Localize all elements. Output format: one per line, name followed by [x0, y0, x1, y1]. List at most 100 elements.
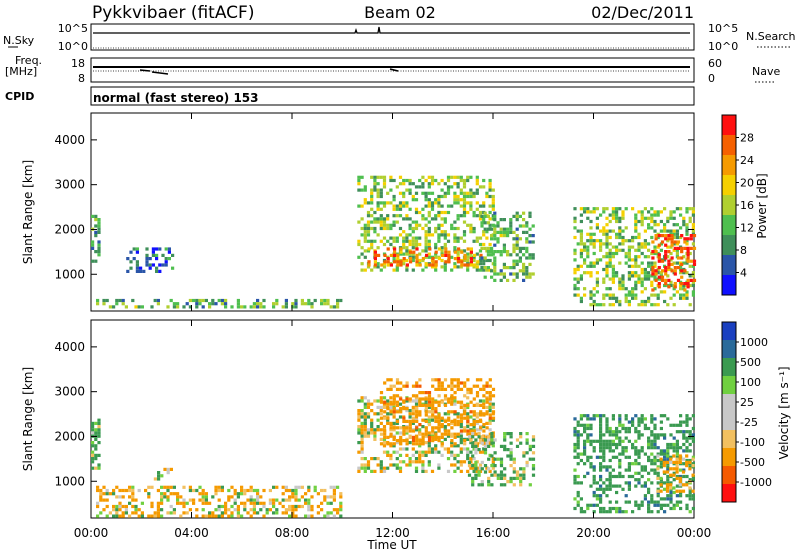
power-echo-cell [256, 298, 260, 303]
power-echo-cell [599, 213, 603, 217]
velocity-echo-cell [573, 506, 577, 511]
velocity-echo-cell [453, 410, 457, 414]
velocity-echo-cell [672, 460, 676, 464]
velocity-echo-cell [389, 400, 393, 404]
velocity-echo-cell [421, 435, 425, 439]
velocity-echo-cell [592, 449, 596, 453]
velocity-echo-cell [573, 446, 577, 450]
velocity-echo-cell [431, 435, 435, 439]
power-echo-cell [493, 243, 497, 247]
velocity-echo-cell [115, 504, 119, 509]
velocity-echo-cell [475, 378, 480, 382]
power-echo-cell [579, 229, 583, 233]
velocity-echo-cell [304, 498, 308, 502]
velocity-echo-cell [650, 439, 654, 443]
power-echo-cell [486, 253, 490, 257]
power-echo-cell [402, 252, 406, 256]
velocity-echo-cell [307, 485, 311, 489]
velocity-echo-cell [395, 400, 400, 404]
power-echo-cell [483, 246, 487, 250]
power-echo-cell [444, 250, 448, 254]
velocity-echo-cell [675, 446, 679, 450]
velocity-echo-cell [389, 432, 393, 436]
power-echo-cell [389, 175, 393, 179]
power-echo-cell [418, 223, 422, 227]
velocity-echo-cell [275, 508, 279, 512]
velocity-echo-cell [663, 436, 667, 440]
power-echo-cell [589, 261, 593, 265]
power-colorbar-tick-label: 16 [740, 199, 754, 212]
velocity-echo-cell [408, 415, 412, 419]
power-echo-cell [679, 207, 683, 211]
velocity-echo-cell [624, 481, 628, 485]
velocity-echo-cell [201, 492, 205, 496]
power-echo-cell [357, 220, 361, 224]
velocity-echo-cell [430, 431, 435, 435]
velocity-echo-cell [94, 431, 98, 435]
power-echo-cell [611, 277, 615, 281]
power-colorbar-label: Power [dB] [755, 173, 769, 238]
power-echo-cell [493, 218, 497, 222]
velocity-echo-cell [608, 465, 612, 469]
power-echo-cell [634, 255, 638, 259]
velocity-echo-cell [666, 481, 670, 485]
power-echo-cell [592, 293, 596, 297]
power-echo-cell [621, 242, 625, 246]
velocity-echo-cell [576, 446, 580, 450]
velocity-echo-cell [453, 442, 457, 446]
power-echo-cell [515, 240, 519, 244]
power-echo-cell [657, 266, 661, 270]
velocity-echo-cell [256, 501, 260, 505]
power-echo-cell [491, 252, 495, 256]
velocity-echo-cell [488, 394, 492, 398]
velocity-echo-cell [421, 469, 425, 473]
velocity-echo-cell [627, 474, 631, 479]
velocity-echo-cell [459, 437, 463, 441]
velocity-echo-cell [446, 457, 451, 461]
velocity-echo-cell [411, 421, 415, 425]
velocity-echo-cell [300, 495, 304, 499]
velocity-echo-cell [624, 455, 628, 459]
velocity-echo-cell [405, 409, 409, 413]
power-echo-cell [573, 216, 577, 220]
time-tick-label: 00:00 [677, 526, 712, 540]
power-echo-cell [424, 242, 428, 247]
power-echo-cell [472, 265, 476, 269]
power-echo-cell [522, 262, 526, 266]
velocity-echo-cell [624, 510, 628, 514]
velocity-echo-cell [618, 414, 622, 418]
power-echo-cell [583, 287, 587, 291]
velocity-echo-cell [402, 432, 406, 436]
velocity-echo-cell [599, 417, 603, 421]
power-echo-cell [656, 245, 660, 249]
power-echo-cell [211, 302, 215, 306]
velocity-echo-cell [602, 449, 606, 453]
velocity-echo-cell [112, 514, 116, 518]
power-echo-cell [573, 293, 577, 297]
velocity-echo-cell [688, 449, 692, 453]
velocity-echo-cell [656, 467, 660, 471]
power-echo-cell [411, 230, 415, 234]
power-echo-cell [462, 210, 467, 215]
power-echo-cell [393, 247, 397, 251]
power-echo-cell [676, 266, 681, 270]
power-echo-cell [91, 259, 95, 263]
velocity-echo-cell [389, 402, 393, 406]
power-echo-cell [151, 250, 155, 254]
power-echo-cell [425, 253, 429, 257]
velocity-echo-cell [599, 462, 603, 466]
power-echo-cell [440, 246, 444, 250]
velocity-echo-cell [627, 462, 631, 466]
velocity-echo-cell [605, 478, 609, 482]
velocity-echo-cell [373, 437, 377, 441]
velocity-echo-cell [499, 470, 504, 474]
power-echo-cell [379, 207, 383, 211]
power-echo-cell [592, 245, 596, 249]
power-echo-cell [386, 257, 390, 261]
power-echo-cell [427, 255, 431, 259]
power-echo-cell [430, 178, 435, 183]
power-echo-cell [208, 302, 212, 306]
velocity-echo-cell [166, 511, 170, 515]
velocity-echo-cell [424, 450, 428, 454]
velocity-echo-cell [402, 439, 406, 443]
